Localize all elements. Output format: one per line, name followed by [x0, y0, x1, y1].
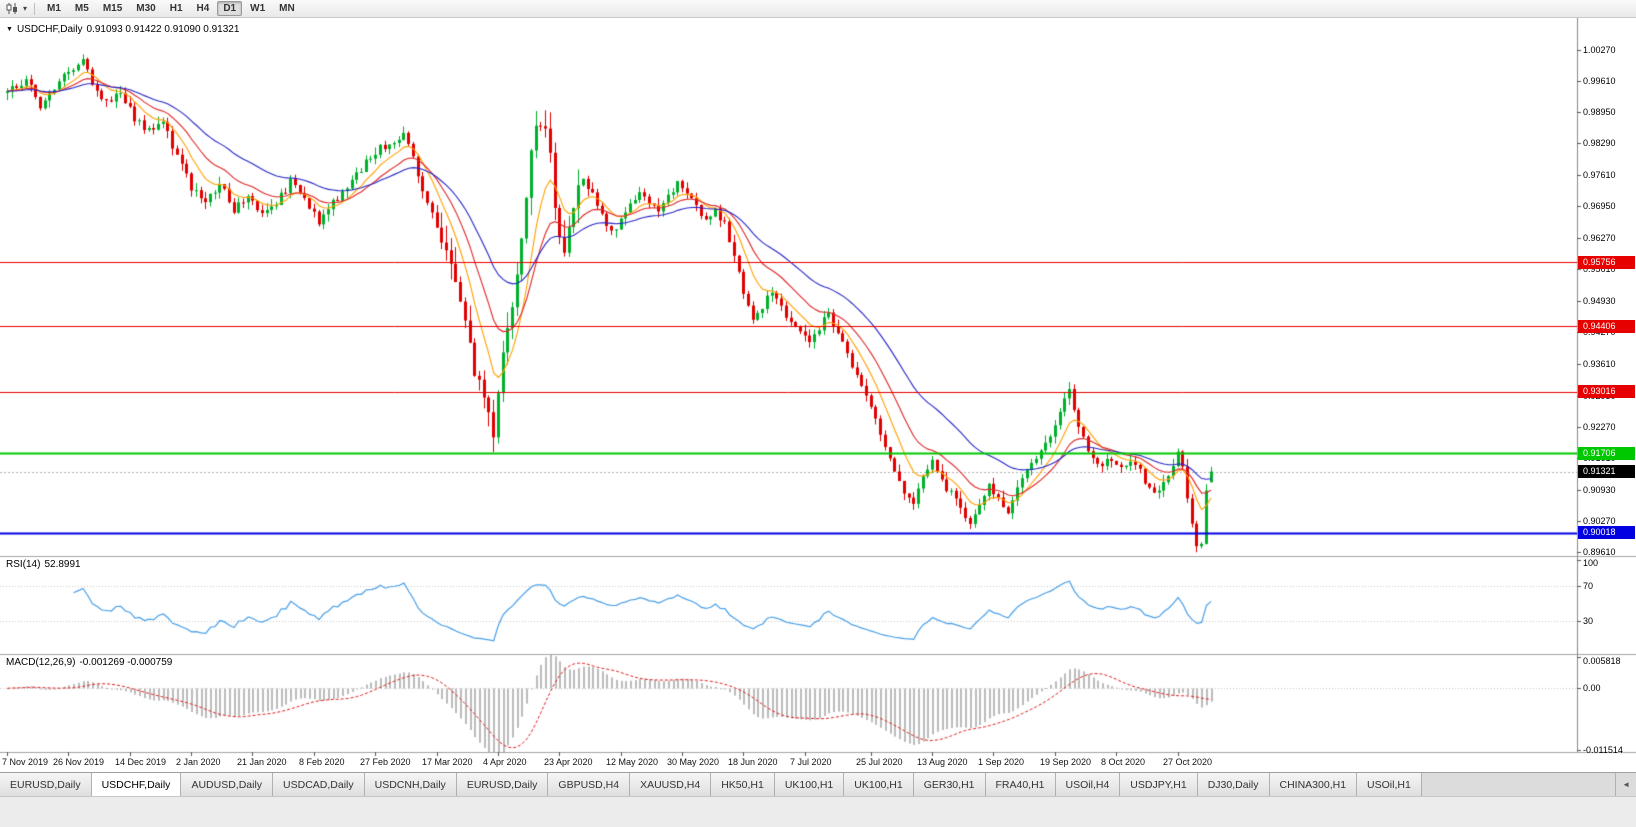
macd-name: MACD(12,26,9) — [6, 657, 76, 668]
timeframe-toolbar: ▾ M1 M5 M15 M30 H1 H4 D1 W1 MN — [0, 0, 1636, 18]
rsi-name: RSI(14) — [6, 559, 41, 570]
chart-tab-fra40-h1[interactable]: FRA40,H1 — [985, 773, 1056, 796]
chart-tab-usdcnh-daily[interactable]: USDCNH,Daily — [364, 773, 457, 796]
chart-tab-dj30-daily[interactable]: DJ30,Daily — [1197, 773, 1270, 796]
chart-tab-uk100-h1[interactable]: UK100,H1 — [844, 773, 914, 796]
chart-tab-hk50-h1[interactable]: HK50,H1 — [711, 773, 775, 796]
rsi-value: 52.8991 — [44, 559, 81, 570]
price-chart-canvas[interactable] — [0, 18, 1636, 772]
timeframe-button-h1[interactable]: H1 — [169, 3, 183, 14]
timeframe-button-w1[interactable]: W1 — [250, 3, 266, 14]
candlestick-chart-icon — [6, 3, 17, 14]
chart-tab-usdjpy-h1[interactable]: USDJPY,H1 — [1120, 773, 1198, 796]
symbol-period-label: USDCHF,Daily — [16, 24, 83, 35]
chart-tab-gbpusd-h4[interactable]: GBPUSD,H4 — [548, 773, 631, 796]
price-axis[interactable] — [1578, 18, 1636, 752]
rsi-indicator-label: RSI(14) 52.8991 — [6, 559, 81, 570]
chart-tab-audusd-daily[interactable]: AUDUSD,Daily — [181, 773, 274, 796]
chart-menu-icon[interactable]: ▼ — [6, 25, 13, 33]
timeframe-button-m5[interactable]: M5 — [74, 3, 89, 14]
timeframe-button-m15[interactable]: M15 — [102, 3, 123, 14]
toolbar-separator — [34, 2, 36, 15]
macd-indicator-label: MACD(12,26,9) -0.001269 -0.000759 — [6, 657, 172, 668]
timeframe-button-mn[interactable]: MN — [279, 3, 295, 14]
chart-type-dropdown-icon[interactable]: ▾ — [23, 4, 28, 13]
chart-tab-usoil-h1[interactable]: USOil,H1 — [1357, 773, 1422, 796]
chart-tab-china300-h1[interactable]: CHINA300,H1 — [1269, 773, 1358, 796]
timeframe-button-d1[interactable]: D1 — [217, 1, 243, 16]
timeframe-button-h4[interactable]: H4 — [196, 3, 210, 14]
chart-tab-uk100-h1[interactable]: UK100,H1 — [774, 773, 845, 796]
ohlc-values: 0.91093 0.91422 0.91090 0.91321 — [86, 24, 240, 35]
chart-type-icon[interactable] — [6, 3, 19, 14]
chart-tab-usdcad-daily[interactable]: USDCAD,Daily — [273, 773, 365, 796]
timeframe-buttons: M1 M5 M15 M30 H1 H4 D1 W1 MN — [40, 1, 302, 16]
chart-tab-eurusd-daily[interactable]: EURUSD,Daily — [0, 773, 92, 796]
tabs-scroll-left-icon[interactable]: ◄ — [1615, 773, 1636, 796]
chart-tab-usdchf-daily[interactable]: USDCHF,Daily — [91, 773, 182, 796]
chart-tab-usoil-h4[interactable]: USOil,H4 — [1055, 773, 1121, 796]
macd-values: -0.001269 -0.000759 — [79, 657, 173, 668]
chart-tabs: EURUSD,Daily USDCHF,Daily AUDUSD,Daily USDC… — [0, 772, 1636, 796]
chart-title: ▼ USDCHF,Daily 0.91093 0.91422 0.91090 0… — [6, 24, 239, 35]
status-bar — [0, 796, 1636, 827]
timeframe-button-m1[interactable]: M1 — [47, 3, 61, 14]
chart-tab-ger30-h1[interactable]: GER30,H1 — [913, 773, 986, 796]
time-axis[interactable] — [0, 752, 1577, 772]
chart-tab-eurusd-daily[interactable]: EURUSD,Daily — [456, 773, 549, 796]
chart-tab-xauusd-h4[interactable]: XAUUSD,H4 — [630, 773, 712, 796]
timeframe-button-m30[interactable]: M30 — [136, 3, 156, 14]
